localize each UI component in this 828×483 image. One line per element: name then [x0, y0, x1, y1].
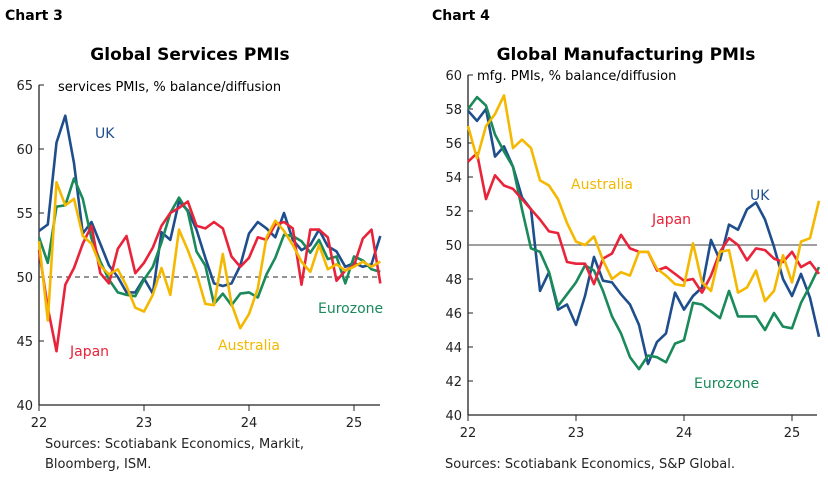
y-tick-label: 40	[16, 399, 33, 414]
x-tick-label: 24	[241, 416, 258, 431]
source-note: Sources: Scotiabank Economics, Markit,	[45, 437, 304, 452]
y-tick-label: 50	[16, 271, 33, 286]
y-tick-label: 46	[445, 307, 462, 322]
chart-subtitle: mfg. PMIs, % balance/diffusion	[477, 69, 676, 84]
series-label-japan: Japan	[651, 212, 691, 228]
y-tick-label: 56	[445, 137, 462, 152]
x-tick-label: 25	[784, 426, 801, 441]
series-line-eurozone	[466, 95, 821, 371]
series-line-australia	[37, 181, 381, 330]
series-label-uk: UK	[750, 188, 770, 204]
y-tick-label: 50	[445, 239, 462, 254]
series-line-australia	[466, 94, 821, 303]
y-tick-label: 60	[445, 69, 462, 84]
y-tick-label: 40	[445, 409, 462, 424]
y-tick-label: 55	[16, 207, 33, 222]
y-tick-label: 44	[445, 341, 462, 356]
x-tick-label: 25	[346, 416, 363, 431]
y-tick-label: 60	[16, 143, 33, 158]
y-tick-label: 42	[445, 375, 462, 390]
chart-title: Global Services PMIs	[90, 45, 289, 65]
series-label-eurozone: Eurozone	[694, 376, 759, 392]
y-tick-label: 65	[16, 79, 33, 94]
y-tick-label: 54	[445, 171, 462, 186]
panel-label: Chart 3	[5, 8, 63, 24]
y-tick-label: 52	[445, 205, 462, 220]
x-tick-label: 24	[676, 426, 693, 441]
x-tick-label: 23	[136, 416, 153, 431]
chart-title: Global Manufacturing PMIs	[497, 45, 756, 65]
y-tick-label: 58	[445, 103, 462, 118]
source-note: Sources: Scotiabank Economics, S&P Globa…	[445, 457, 735, 472]
chart-subtitle: services PMIs, % balance/diffusion	[58, 80, 281, 95]
series-label-eurozone: Eurozone	[318, 301, 383, 317]
x-tick-label: 22	[31, 416, 48, 431]
y-tick-label: 45	[16, 335, 33, 350]
series-label-uk: UK	[95, 126, 115, 142]
series-line-uk	[38, 114, 382, 295]
x-tick-label: 23	[568, 426, 585, 441]
series-label-australia: Australia	[218, 338, 280, 354]
series-label-australia: Australia	[571, 177, 633, 193]
series-label-japan: Japan	[69, 344, 109, 360]
series-line-japan	[37, 200, 382, 353]
source-note: Bloomberg, ISM.	[45, 457, 151, 472]
panel-label: Chart 4	[432, 8, 490, 24]
x-tick-label: 22	[460, 426, 477, 441]
y-tick-label: 48	[445, 273, 462, 288]
